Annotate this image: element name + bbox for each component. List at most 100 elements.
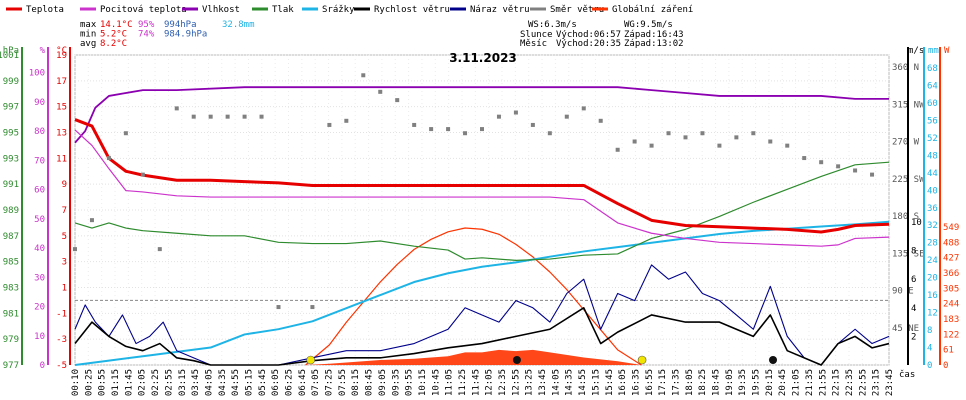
tick-temp: -3 bbox=[56, 335, 67, 345]
x-tick-label: 07:05 bbox=[311, 369, 321, 396]
x-tick-label: 04:05 bbox=[204, 369, 214, 396]
tick-temp: 3 bbox=[62, 258, 67, 268]
wind-dir-point bbox=[480, 127, 484, 132]
tick-mm: 60 bbox=[927, 99, 938, 109]
wind-dir-point bbox=[683, 135, 688, 140]
wind-dir-point bbox=[530, 122, 535, 127]
wind-dir-point bbox=[496, 114, 501, 119]
x-tick-label: 05:45 bbox=[258, 369, 268, 396]
wind-dir-point bbox=[734, 135, 739, 140]
x-tick-label: 03:45 bbox=[191, 369, 201, 396]
x-tick-label: 06:05 bbox=[271, 369, 281, 396]
x-tick-label: 18:05 bbox=[685, 369, 695, 396]
x-tick-label: 10:45 bbox=[431, 369, 441, 396]
wind-dir-point bbox=[802, 156, 807, 161]
wind-dir-point bbox=[395, 98, 400, 103]
tick-w: 488 bbox=[943, 238, 959, 248]
wind-dir-point bbox=[140, 172, 145, 177]
series-teplota bbox=[74, 118, 890, 234]
tick-mm: 36 bbox=[927, 204, 938, 214]
wind-dir-point bbox=[429, 127, 434, 132]
tick-pct: 60 bbox=[34, 186, 45, 196]
wind-dir-point bbox=[344, 118, 349, 123]
x-tick-label: 19:05 bbox=[725, 369, 735, 396]
x-tick-label: 23:45 bbox=[885, 369, 895, 396]
x-tick-label: 06:45 bbox=[298, 369, 308, 396]
wind-dir-point bbox=[89, 218, 94, 223]
x-tick-label: 22:35 bbox=[845, 369, 855, 396]
wind-dir-point bbox=[310, 305, 315, 310]
info-mesic: Měsíc bbox=[520, 39, 547, 49]
tick-dir: 90 E bbox=[892, 287, 914, 297]
x-tick-label: 16:35 bbox=[631, 369, 641, 396]
stat-min-temp: 5.2°C bbox=[100, 30, 127, 40]
tick-hpa: 987 bbox=[3, 232, 19, 242]
tick-hpa: 989 bbox=[3, 206, 19, 216]
x-tick-label: 20:45 bbox=[778, 369, 788, 396]
tick-temp: 5 bbox=[62, 232, 67, 242]
wind-dir-point bbox=[123, 131, 128, 136]
wind-dir-point bbox=[157, 247, 162, 252]
tick-mm: 44 bbox=[927, 169, 938, 179]
tick-temp: 19 bbox=[56, 51, 67, 61]
tick-mm: 28 bbox=[927, 239, 938, 249]
wind-dir-point bbox=[225, 114, 230, 119]
unit-temp: °C bbox=[56, 46, 67, 56]
tick-pct: 20 bbox=[34, 303, 45, 313]
unit-hpa: hPa bbox=[3, 46, 19, 56]
tick-mm: 16 bbox=[927, 291, 938, 301]
tick-pct: 30 bbox=[34, 273, 45, 283]
x-tick-label: 02:55 bbox=[164, 369, 174, 396]
x-tick-label: 22:55 bbox=[858, 369, 868, 396]
x-tick-label: 11:25 bbox=[458, 369, 468, 396]
tick-pct: 50 bbox=[34, 215, 45, 225]
tick-dir: 270 W bbox=[892, 138, 920, 148]
tick-temp: 1 bbox=[62, 284, 67, 294]
wind-dir-point bbox=[615, 147, 620, 152]
x-tick-label: 15:15 bbox=[591, 369, 601, 396]
x-tick-label: 10:15 bbox=[418, 369, 428, 396]
x-tick-label: 18:45 bbox=[712, 369, 722, 396]
tick-hpa: 979 bbox=[3, 335, 19, 345]
series bbox=[73, 73, 890, 366]
tick-hpa: 999 bbox=[3, 77, 19, 87]
unit-ms: m/s bbox=[908, 46, 924, 56]
tick-hpa: 1001 bbox=[0, 51, 19, 61]
series-srazky bbox=[74, 220, 890, 366]
x-tick-label: 08:45 bbox=[365, 369, 375, 396]
legend-label-zareni: Globální záření bbox=[612, 5, 693, 15]
x-tick-label: 02:25 bbox=[151, 369, 161, 396]
x-tick-label: 22:15 bbox=[832, 369, 842, 396]
tick-hpa: 985 bbox=[3, 258, 19, 268]
tick-hpa: 995 bbox=[3, 129, 19, 139]
axes: 00:10 00:25 00:55 01:15 01:45 02:05 02:25 02:55… bbox=[0, 46, 959, 396]
x-tick-label: 13:25 bbox=[525, 369, 535, 396]
x-tick-label: 07:25 bbox=[325, 369, 335, 396]
x-axis-label: čas bbox=[899, 369, 915, 380]
stat-max-temp: 14.1°C bbox=[100, 20, 133, 30]
series-tlak bbox=[74, 161, 890, 261]
x-tick-label: 03:15 bbox=[178, 369, 188, 396]
x-tick-label: 14:05 bbox=[551, 369, 561, 396]
wind-dir-point bbox=[870, 172, 875, 177]
x-tick-label: 12:35 bbox=[498, 369, 508, 396]
series-zareni bbox=[305, 227, 642, 366]
wind-dir-point bbox=[174, 106, 179, 111]
x-tick-label: 21:55 bbox=[818, 369, 828, 396]
tick-pct: 0 bbox=[40, 361, 45, 371]
wind-dir-point bbox=[327, 122, 332, 127]
stat-avg-temp: 8.2°C bbox=[100, 39, 127, 49]
x-tick-label: 00:25 bbox=[84, 369, 94, 396]
tick-mm: 12 bbox=[927, 309, 938, 319]
stats-panel: max 14.1°C 95% 994hPa 32.8mm min 5.2°C 74% 984.9… bbox=[80, 20, 684, 49]
tick-temp: 9 bbox=[62, 180, 67, 190]
tick-temp: -5 bbox=[56, 361, 67, 371]
info-slunce: Slunce bbox=[520, 30, 553, 40]
tick-ms: 2 bbox=[911, 332, 916, 342]
wind-dir-point bbox=[361, 73, 366, 78]
markers bbox=[306, 355, 778, 365]
tick-w: 122 bbox=[943, 330, 959, 340]
unit-w: W bbox=[944, 46, 950, 56]
tick-w: 0 bbox=[943, 361, 948, 371]
